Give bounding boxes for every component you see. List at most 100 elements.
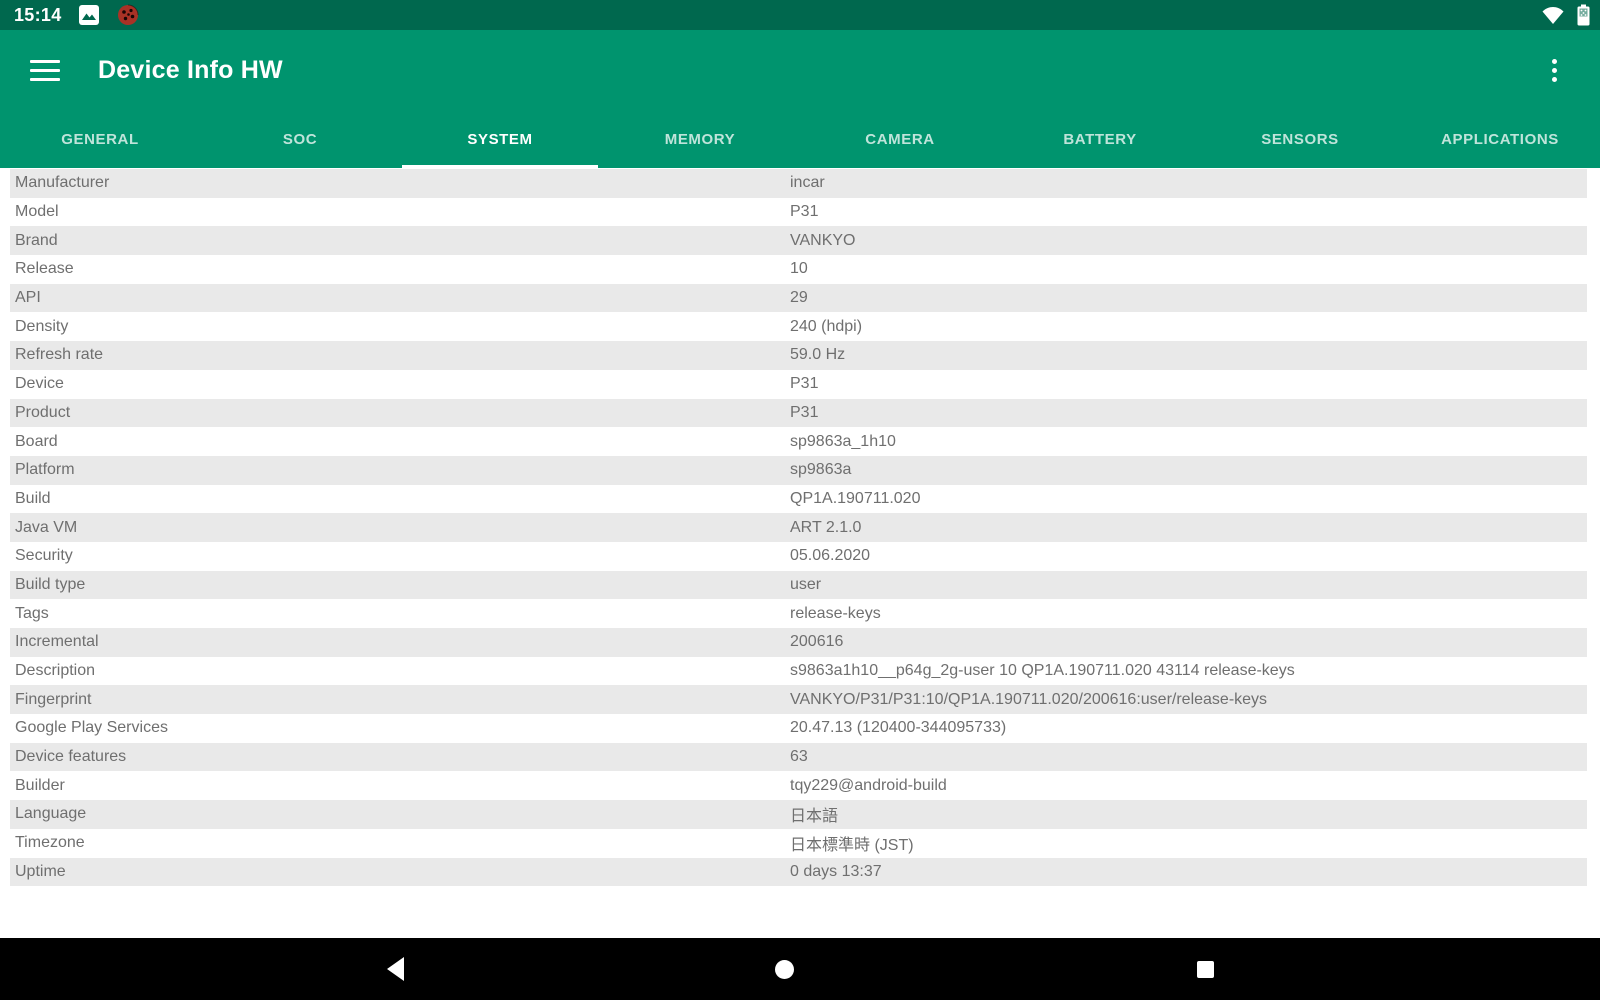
tab-battery[interactable]: BATTERY — [1063, 130, 1137, 148]
home-icon — [774, 959, 794, 979]
table-row: Language 日本語 — [10, 800, 1587, 829]
table-row: Java VM ART 2.1.0 — [10, 513, 1587, 542]
tab-system[interactable]: SYSTEM — [400, 110, 600, 168]
row-value: 05.06.2020 — [790, 547, 871, 565]
battery-icon — [1577, 4, 1590, 26]
row-value: sp9863a — [790, 461, 852, 479]
table-row: Product P31 — [10, 398, 1587, 428]
table-row: Builder tqy229@android-build — [10, 771, 1587, 800]
row-value: QP1A.190711.020 — [790, 489, 921, 507]
photo-notification-icon — [78, 4, 100, 26]
row-label: Build — [15, 489, 51, 507]
row-value: 20.47.13 (120400-344095733) — [790, 719, 1007, 737]
recents-button[interactable] — [1181, 945, 1229, 993]
row-value: 240 (hdpi) — [790, 317, 863, 335]
table-row: Tags release-keys — [10, 599, 1587, 628]
home-button[interactable] — [760, 945, 808, 993]
row-label: Device features — [15, 748, 127, 766]
table-row: Incremental 200616 — [10, 628, 1587, 657]
wifi-icon — [1541, 4, 1565, 26]
row-value: 日本標準時 (JST) — [790, 837, 914, 855]
table-row: Device P31 — [10, 370, 1587, 399]
table-row: Build QP1A.190711.020 — [10, 485, 1587, 514]
row-label: Timezone — [15, 834, 85, 852]
table-row: API 29 — [10, 283, 1587, 313]
row-value: 日本語 — [790, 808, 839, 826]
row-value: release-keys — [790, 604, 881, 622]
row-value: P31 — [790, 375, 819, 393]
row-label: Brand — [15, 231, 58, 249]
row-value: 29 — [790, 289, 808, 307]
recents-icon — [1196, 960, 1214, 978]
table-row: Model P31 — [10, 198, 1587, 227]
back-icon — [386, 957, 404, 981]
row-value: 63 — [790, 748, 808, 766]
table-row: Release 10 — [10, 255, 1587, 284]
row-label: Refresh rate — [15, 346, 104, 364]
tab-memory[interactable]: MEMORY — [664, 130, 736, 148]
bug-report-icon — [116, 3, 140, 27]
row-value: user — [790, 575, 822, 593]
tab-camera[interactable]: CAMERA — [865, 130, 935, 148]
row-label: Model — [15, 203, 59, 221]
table-row: Manufacturer incar — [10, 169, 1587, 198]
row-value: P31 — [790, 403, 819, 421]
row-value: 200616 — [790, 633, 844, 651]
row-label: Platform — [15, 461, 75, 479]
row-value: ART 2.1.0 — [790, 518, 862, 536]
tab-general[interactable]: GENERAL — [61, 130, 139, 148]
table-row: Google Play Services 20.47.13 (120400-344… — [10, 714, 1587, 743]
row-label: Manufacturer — [15, 174, 110, 192]
overflow-menu-icon[interactable] — [1534, 50, 1574, 90]
row-value: VANKYO — [790, 231, 856, 249]
tab-bar: GENERAL SOC SYSTEM MEMORY CAMERA BATTERY SENSO… — [0, 110, 1600, 168]
row-label: Language — [15, 805, 87, 823]
row-value: 10 — [790, 260, 808, 278]
navigation-bar — [0, 938, 1600, 1000]
page-title: Device Info HW — [98, 55, 283, 84]
row-label: Build type — [15, 575, 86, 593]
row-value: P31 — [790, 203, 819, 221]
row-value: 0 days 13:37 — [790, 862, 882, 880]
table-row: Device features 63 — [10, 742, 1587, 772]
row-label: Board — [15, 432, 58, 450]
status-time: 15:14 — [14, 4, 62, 25]
tab-applications[interactable]: APPLICATIONS — [1441, 130, 1559, 148]
table-row: Board sp9863a_1h10 — [10, 427, 1587, 456]
tab-soc[interactable]: SOC — [282, 130, 318, 148]
app-bar: Device Info HW — [0, 30, 1600, 110]
row-label: Java VM — [15, 518, 78, 536]
row-label: Product — [15, 403, 71, 421]
table-row: Fingerprint VANKYO/P31/P31:10/QP1A.190711… — [10, 685, 1587, 715]
row-label: API — [15, 289, 41, 307]
row-label: Fingerprint — [15, 690, 92, 708]
row-value: sp9863a_1h10 — [790, 432, 896, 450]
status-bar: 15:14 — [0, 0, 1600, 30]
table-row: Build type user — [10, 570, 1587, 600]
tab-sensors[interactable]: SENSORS — [1261, 130, 1339, 148]
row-value: VANKYO/P31/P31:10/QP1A.190711.020/200616… — [790, 690, 1268, 708]
back-button[interactable] — [371, 945, 419, 993]
row-label: Tags — [15, 604, 49, 622]
table-row: Timezone 日本標準時 (JST) — [10, 829, 1587, 858]
table-row: Security 05.06.2020 — [10, 542, 1587, 571]
row-label: Device — [15, 375, 64, 393]
row-value: incar — [790, 174, 825, 192]
table-row: Uptime 0 days 13:37 — [10, 857, 1587, 887]
row-label: Security — [15, 547, 73, 565]
row-label: Density — [15, 317, 69, 335]
row-value: s9863a1h10__p64g_2g-user 10 QP1A.190711.… — [790, 662, 1295, 680]
row-value: tqy229@android-build — [790, 776, 947, 794]
row-value: 59.0 Hz — [790, 346, 846, 364]
row-label: Builder — [15, 776, 65, 794]
table-row: Density 240 (hdpi) — [10, 312, 1587, 341]
table-row: Refresh rate 59.0 Hz — [10, 341, 1587, 370]
table-row: Platform sp9863a — [10, 455, 1587, 485]
row-label: Incremental — [15, 633, 99, 651]
row-label: Description — [15, 662, 96, 680]
row-label: Google Play Services — [15, 719, 168, 737]
hamburger-menu-icon[interactable] — [30, 59, 60, 81]
table-row: Brand VANKYO — [10, 226, 1587, 256]
table-row: Description s9863a1h10__p64g_2g-user 10 Q… — [10, 657, 1587, 686]
